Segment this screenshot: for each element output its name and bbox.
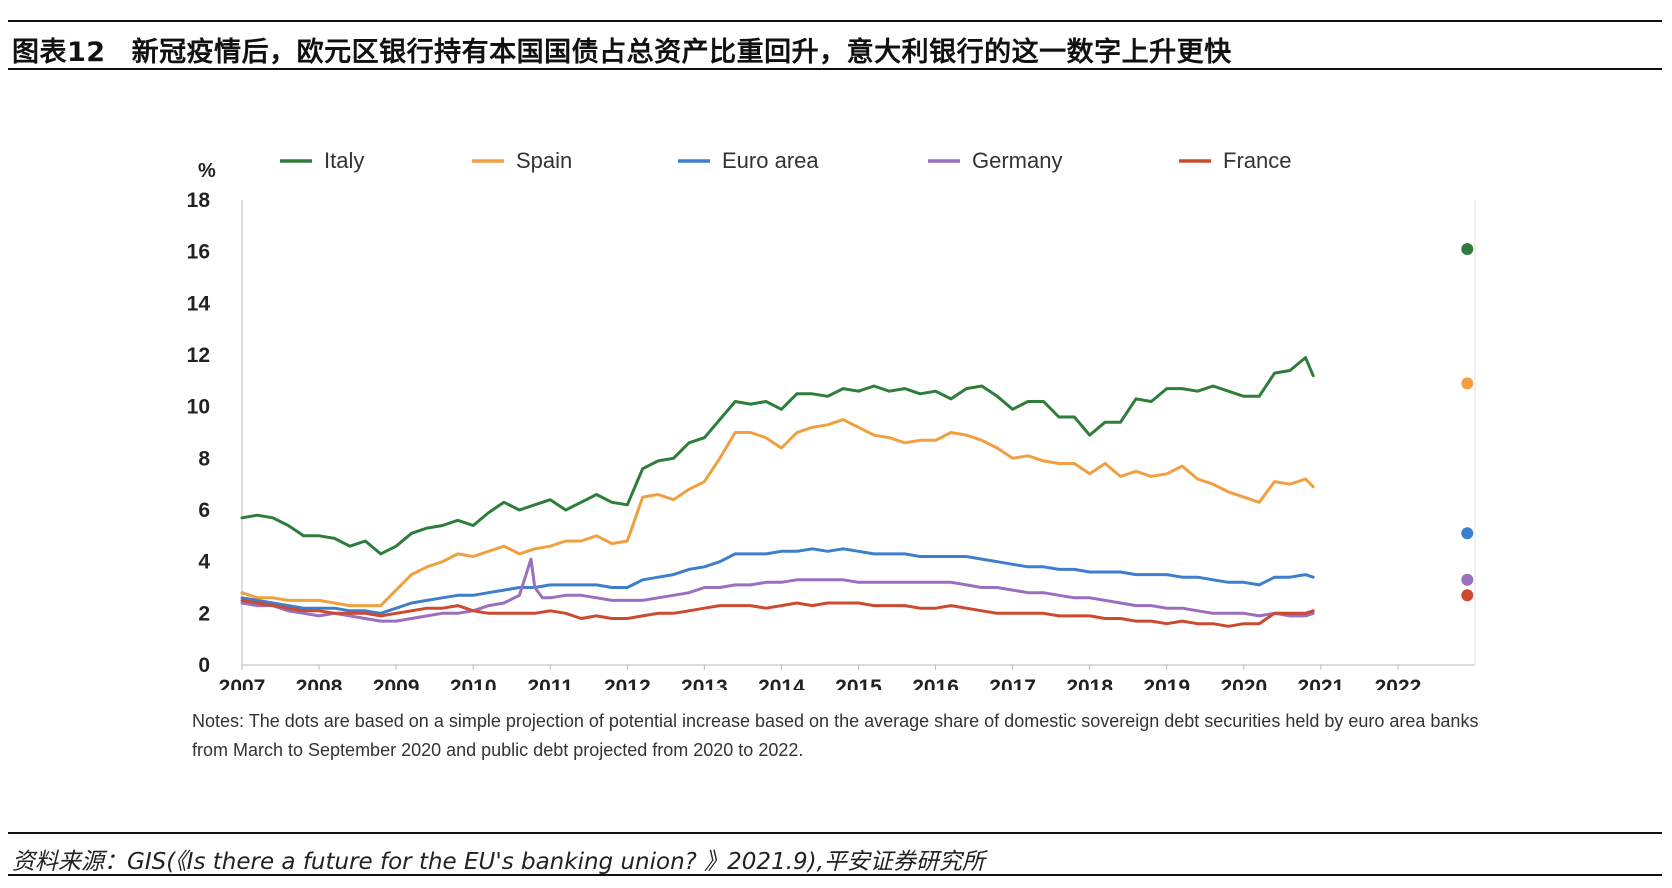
x-tick-label: 2021 xyxy=(1298,676,1345,690)
projection-dot-euro-area xyxy=(1461,527,1474,540)
y-tick-label: 6 xyxy=(198,499,210,522)
x-tick-label: 2011 xyxy=(527,676,573,690)
x-tick-label: 2014 xyxy=(758,676,805,690)
figure-label: 图表12 xyxy=(12,37,106,68)
y-tick-label: 12 xyxy=(187,344,210,367)
y-tick-label: 14 xyxy=(187,292,211,315)
legend-label-spain: Spain xyxy=(516,148,572,173)
legend: Italy Spain Euro area Germany France xyxy=(280,148,1291,173)
x-tick-label: 2017 xyxy=(989,676,1036,690)
title-underline xyxy=(8,68,1662,70)
y-unit-label: % xyxy=(198,160,216,182)
projection-dots xyxy=(1461,243,1474,602)
figure-title: 图表12 新冠疫情后，欧元区银行持有本国国债占总资产比重回升，意大利银行的这一数字… xyxy=(12,30,1232,69)
x-tick-label: 2015 xyxy=(835,676,882,690)
x-tick-label: 2009 xyxy=(373,676,420,690)
line-chart: % 0 2 4 6 8 10 12 14 16 18 2007 2008 2009 2010 2011 2012… xyxy=(187,148,1476,690)
y-tick-label: 2 xyxy=(198,602,210,625)
legend-label-france: France xyxy=(1223,148,1291,173)
series-line-spain xyxy=(240,418,1315,608)
y-tick-label: 4 xyxy=(198,551,210,574)
bottom-border xyxy=(8,874,1662,876)
series-line-italy xyxy=(240,356,1315,556)
x-tick-label: 2012 xyxy=(604,676,651,690)
x-tick-label: 2022 xyxy=(1375,676,1422,690)
x-tick-label: 2018 xyxy=(1066,676,1113,690)
projection-dot-germany xyxy=(1461,573,1474,586)
series-line-france xyxy=(240,598,1315,628)
series-line-euro-area xyxy=(240,547,1315,615)
axes: % 0 2 4 6 8 10 12 14 16 18 2007 2008 2009 2010 2011 2012… xyxy=(187,160,1476,690)
x-tick-label: 2016 xyxy=(912,676,959,690)
projection-dot-italy xyxy=(1461,243,1474,256)
x-tick-label: 2010 xyxy=(450,676,497,690)
y-tick-label: 10 xyxy=(187,396,210,419)
projection-dot-france xyxy=(1461,589,1474,602)
x-tick-label: 2007 xyxy=(219,676,266,690)
y-tick-label: 0 xyxy=(198,654,210,677)
source-text: 资料来源：GIS(《Is there a future for the EU's… xyxy=(12,849,985,875)
projection-dot-spain xyxy=(1461,377,1474,390)
y-tick-label: 18 xyxy=(187,189,211,212)
x-tick-label: 2013 xyxy=(681,676,728,690)
x-tick-label: 2008 xyxy=(296,676,343,690)
top-border xyxy=(8,20,1662,22)
x-tick-label: 2020 xyxy=(1220,676,1267,690)
chart-notes: Notes: The dots are based on a simple pr… xyxy=(192,711,1479,760)
x-tick-label: 2019 xyxy=(1143,676,1190,690)
y-tick-label: 8 xyxy=(198,447,210,470)
legend-label-italy: Italy xyxy=(324,148,364,173)
legend-label-germany: Germany xyxy=(972,148,1062,173)
title-text: 新冠疫情后，欧元区银行持有本国国债占总资产比重回升，意大利银行的这一数字上升更快 xyxy=(131,37,1232,68)
y-tick-label: 16 xyxy=(187,241,210,264)
legend-label-euro-area: Euro area xyxy=(722,148,819,173)
source-top-rule xyxy=(8,832,1662,834)
series-line-germany xyxy=(240,557,1315,623)
series-lines xyxy=(240,356,1315,628)
